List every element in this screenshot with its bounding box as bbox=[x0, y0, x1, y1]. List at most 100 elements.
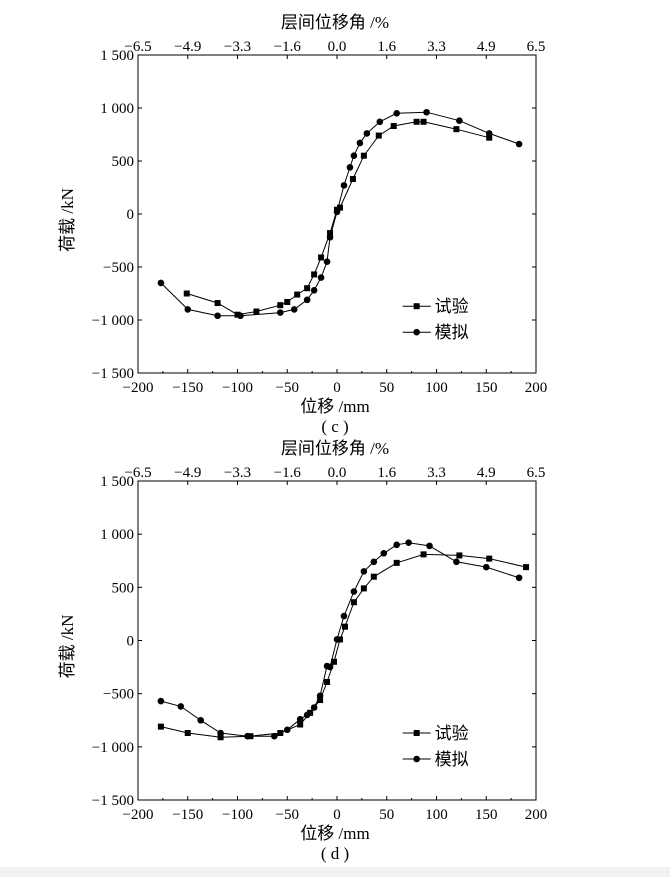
data-point-square bbox=[413, 118, 420, 125]
data-point-square bbox=[456, 552, 463, 559]
data-point-square bbox=[523, 564, 530, 571]
data-point-circle bbox=[217, 729, 224, 737]
x-tick-label: −50 bbox=[276, 807, 299, 823]
top-tick-label: 1.6 bbox=[377, 39, 396, 55]
legend-marker-square bbox=[413, 730, 420, 737]
x-tick-label: −100 bbox=[222, 807, 253, 823]
data-point-circle bbox=[296, 715, 304, 723]
x-tick-label: −200 bbox=[123, 380, 154, 396]
data-point-circle bbox=[326, 663, 334, 671]
data-point-square bbox=[349, 176, 356, 183]
data-point-circle bbox=[197, 716, 204, 724]
y-tick-label: −1 000 bbox=[92, 740, 134, 756]
data-point-circle bbox=[317, 274, 325, 281]
data-point-square bbox=[253, 308, 260, 315]
data-point-square bbox=[486, 134, 493, 141]
data-point-circle bbox=[456, 117, 463, 125]
data-point-circle bbox=[380, 550, 388, 557]
data-point-square bbox=[453, 126, 460, 133]
data-point-circle bbox=[515, 574, 523, 582]
top-tick-label: −4.9 bbox=[174, 465, 201, 481]
data-point-circle bbox=[515, 140, 523, 148]
data-point-square bbox=[350, 599, 357, 606]
data-point-square bbox=[360, 152, 367, 159]
data-point-square bbox=[317, 697, 324, 704]
x-tick-label: 100 bbox=[425, 807, 448, 823]
data-point-square bbox=[183, 290, 190, 297]
data-point-square bbox=[157, 723, 164, 730]
y-tick-label: −500 bbox=[103, 687, 134, 703]
data-point-square bbox=[370, 573, 377, 580]
data-point-circle bbox=[283, 726, 291, 734]
data-point-circle bbox=[350, 152, 358, 159]
data-point-square bbox=[184, 730, 191, 737]
data-point-circle bbox=[393, 541, 401, 549]
x-tick-label: −150 bbox=[172, 807, 203, 823]
series-line bbox=[160, 553, 527, 738]
data-point-square bbox=[297, 721, 304, 728]
top-tick-label: 6.5 bbox=[527, 465, 546, 481]
x-tick-label: 0 bbox=[333, 380, 341, 396]
legend-label: 试验 bbox=[435, 724, 469, 743]
data-point-square bbox=[393, 559, 400, 566]
top-tick-label: −3.3 bbox=[224, 39, 251, 55]
data-point-circle bbox=[340, 612, 348, 620]
x-tick-label: −200 bbox=[123, 807, 154, 823]
data-point-circle bbox=[303, 711, 311, 719]
series-line bbox=[160, 111, 520, 317]
top-tick-label: −1.6 bbox=[274, 465, 302, 481]
x-tick-label: 100 bbox=[425, 380, 448, 396]
data-point-square bbox=[311, 271, 318, 278]
top-tick-label: 3.3 bbox=[427, 465, 446, 481]
data-point-circle bbox=[356, 139, 364, 147]
chart-c: −200 −150 −100 −50 0 50 100 150 200−6.5 −4.9 −3.3−… bbox=[58, 13, 547, 436]
top-tick-label: 3.3 bbox=[427, 39, 446, 55]
data-point-square bbox=[420, 118, 427, 125]
data-point-circle bbox=[370, 558, 378, 566]
data-point-circle bbox=[346, 164, 354, 171]
data-point-circle bbox=[244, 732, 251, 740]
x-tick-label: 200 bbox=[525, 807, 548, 823]
x-tick-label: −100 bbox=[222, 380, 253, 396]
data-point-circle bbox=[453, 558, 460, 566]
y-axis-title: 荷载 /kN bbox=[58, 615, 77, 679]
data-point-square bbox=[217, 734, 224, 741]
x-tick-label: −150 bbox=[172, 380, 203, 396]
y-tick-label: 1 500 bbox=[100, 474, 134, 490]
chart-caption: ( d ) bbox=[321, 844, 349, 863]
x-tick-label: 50 bbox=[379, 380, 394, 396]
data-point-circle bbox=[393, 110, 401, 117]
data-point-circle bbox=[310, 287, 318, 294]
data-point-square bbox=[420, 551, 427, 558]
top-tick-label: 0.0 bbox=[328, 465, 347, 481]
x-tick-label: 150 bbox=[475, 807, 498, 823]
data-point-circle bbox=[177, 703, 185, 710]
footer-strip bbox=[0, 867, 670, 877]
data-point-circle bbox=[303, 296, 311, 304]
data-point-square bbox=[307, 709, 314, 716]
data-point-circle bbox=[405, 539, 412, 546]
data-point-circle bbox=[310, 704, 318, 711]
data-point-square bbox=[318, 254, 325, 261]
data-point-circle bbox=[360, 568, 368, 575]
top-tick-label: −4.9 bbox=[174, 39, 201, 55]
data-point-circle bbox=[363, 130, 371, 137]
y-tick-label: 500 bbox=[112, 154, 135, 170]
y-tick-label: −1 000 bbox=[92, 313, 134, 329]
data-point-circle bbox=[376, 118, 384, 126]
legend-label: 模拟 bbox=[435, 323, 469, 342]
legend-marker-square bbox=[413, 303, 420, 310]
data-point-square bbox=[360, 585, 367, 592]
top-tick-label: 4.9 bbox=[477, 39, 496, 55]
data-point-circle bbox=[340, 182, 348, 189]
x-tick-label: 50 bbox=[379, 807, 394, 823]
data-point-circle bbox=[214, 312, 221, 320]
y-tick-label: 500 bbox=[112, 580, 135, 596]
x-tick-label: 200 bbox=[525, 380, 548, 396]
y-tick-label: 0 bbox=[127, 634, 135, 650]
top-tick-label: 4.9 bbox=[477, 465, 496, 481]
series-line bbox=[186, 121, 490, 316]
